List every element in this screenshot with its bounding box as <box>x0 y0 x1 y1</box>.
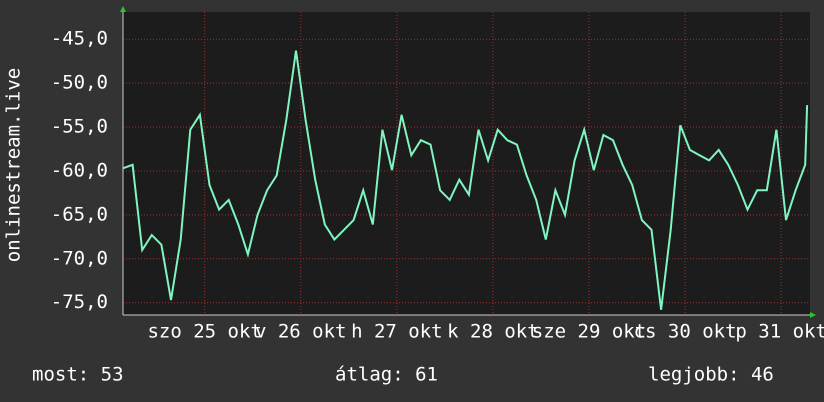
line-series <box>122 50 809 310</box>
x-tick-label: szo 25 okt <box>147 321 261 343</box>
y-tick-label: -75,0 <box>51 291 108 313</box>
axis-arrow <box>120 6 126 12</box>
y-tick-label: -50,0 <box>51 72 108 94</box>
footer-current: most: 53 <box>32 364 124 386</box>
y-tick-label: -60,0 <box>51 159 108 181</box>
x-tick-label: k 28 okt <box>447 321 539 343</box>
x-tick-label: sze 29 okt <box>532 321 646 343</box>
y-tick-label: -55,0 <box>51 116 108 138</box>
x-tick-label: v 26 okt <box>255 321 347 343</box>
x-tick-label: p 31 okt <box>735 321 824 343</box>
x-tick-label: cs 30 okt <box>634 321 737 343</box>
x-tick-label: h 27 okt <box>351 321 443 343</box>
footer-average: átlag: 61 <box>335 364 438 386</box>
axis-arrow <box>810 312 816 318</box>
y-tick-label: -45,0 <box>51 28 108 50</box>
y-tick-label: -65,0 <box>51 203 108 225</box>
y-axis-label: onlinestream.live <box>3 68 25 262</box>
footer-best: legjobb: 46 <box>648 364 774 386</box>
y-tick-label: -70,0 <box>51 247 108 269</box>
plot-area <box>123 12 810 315</box>
